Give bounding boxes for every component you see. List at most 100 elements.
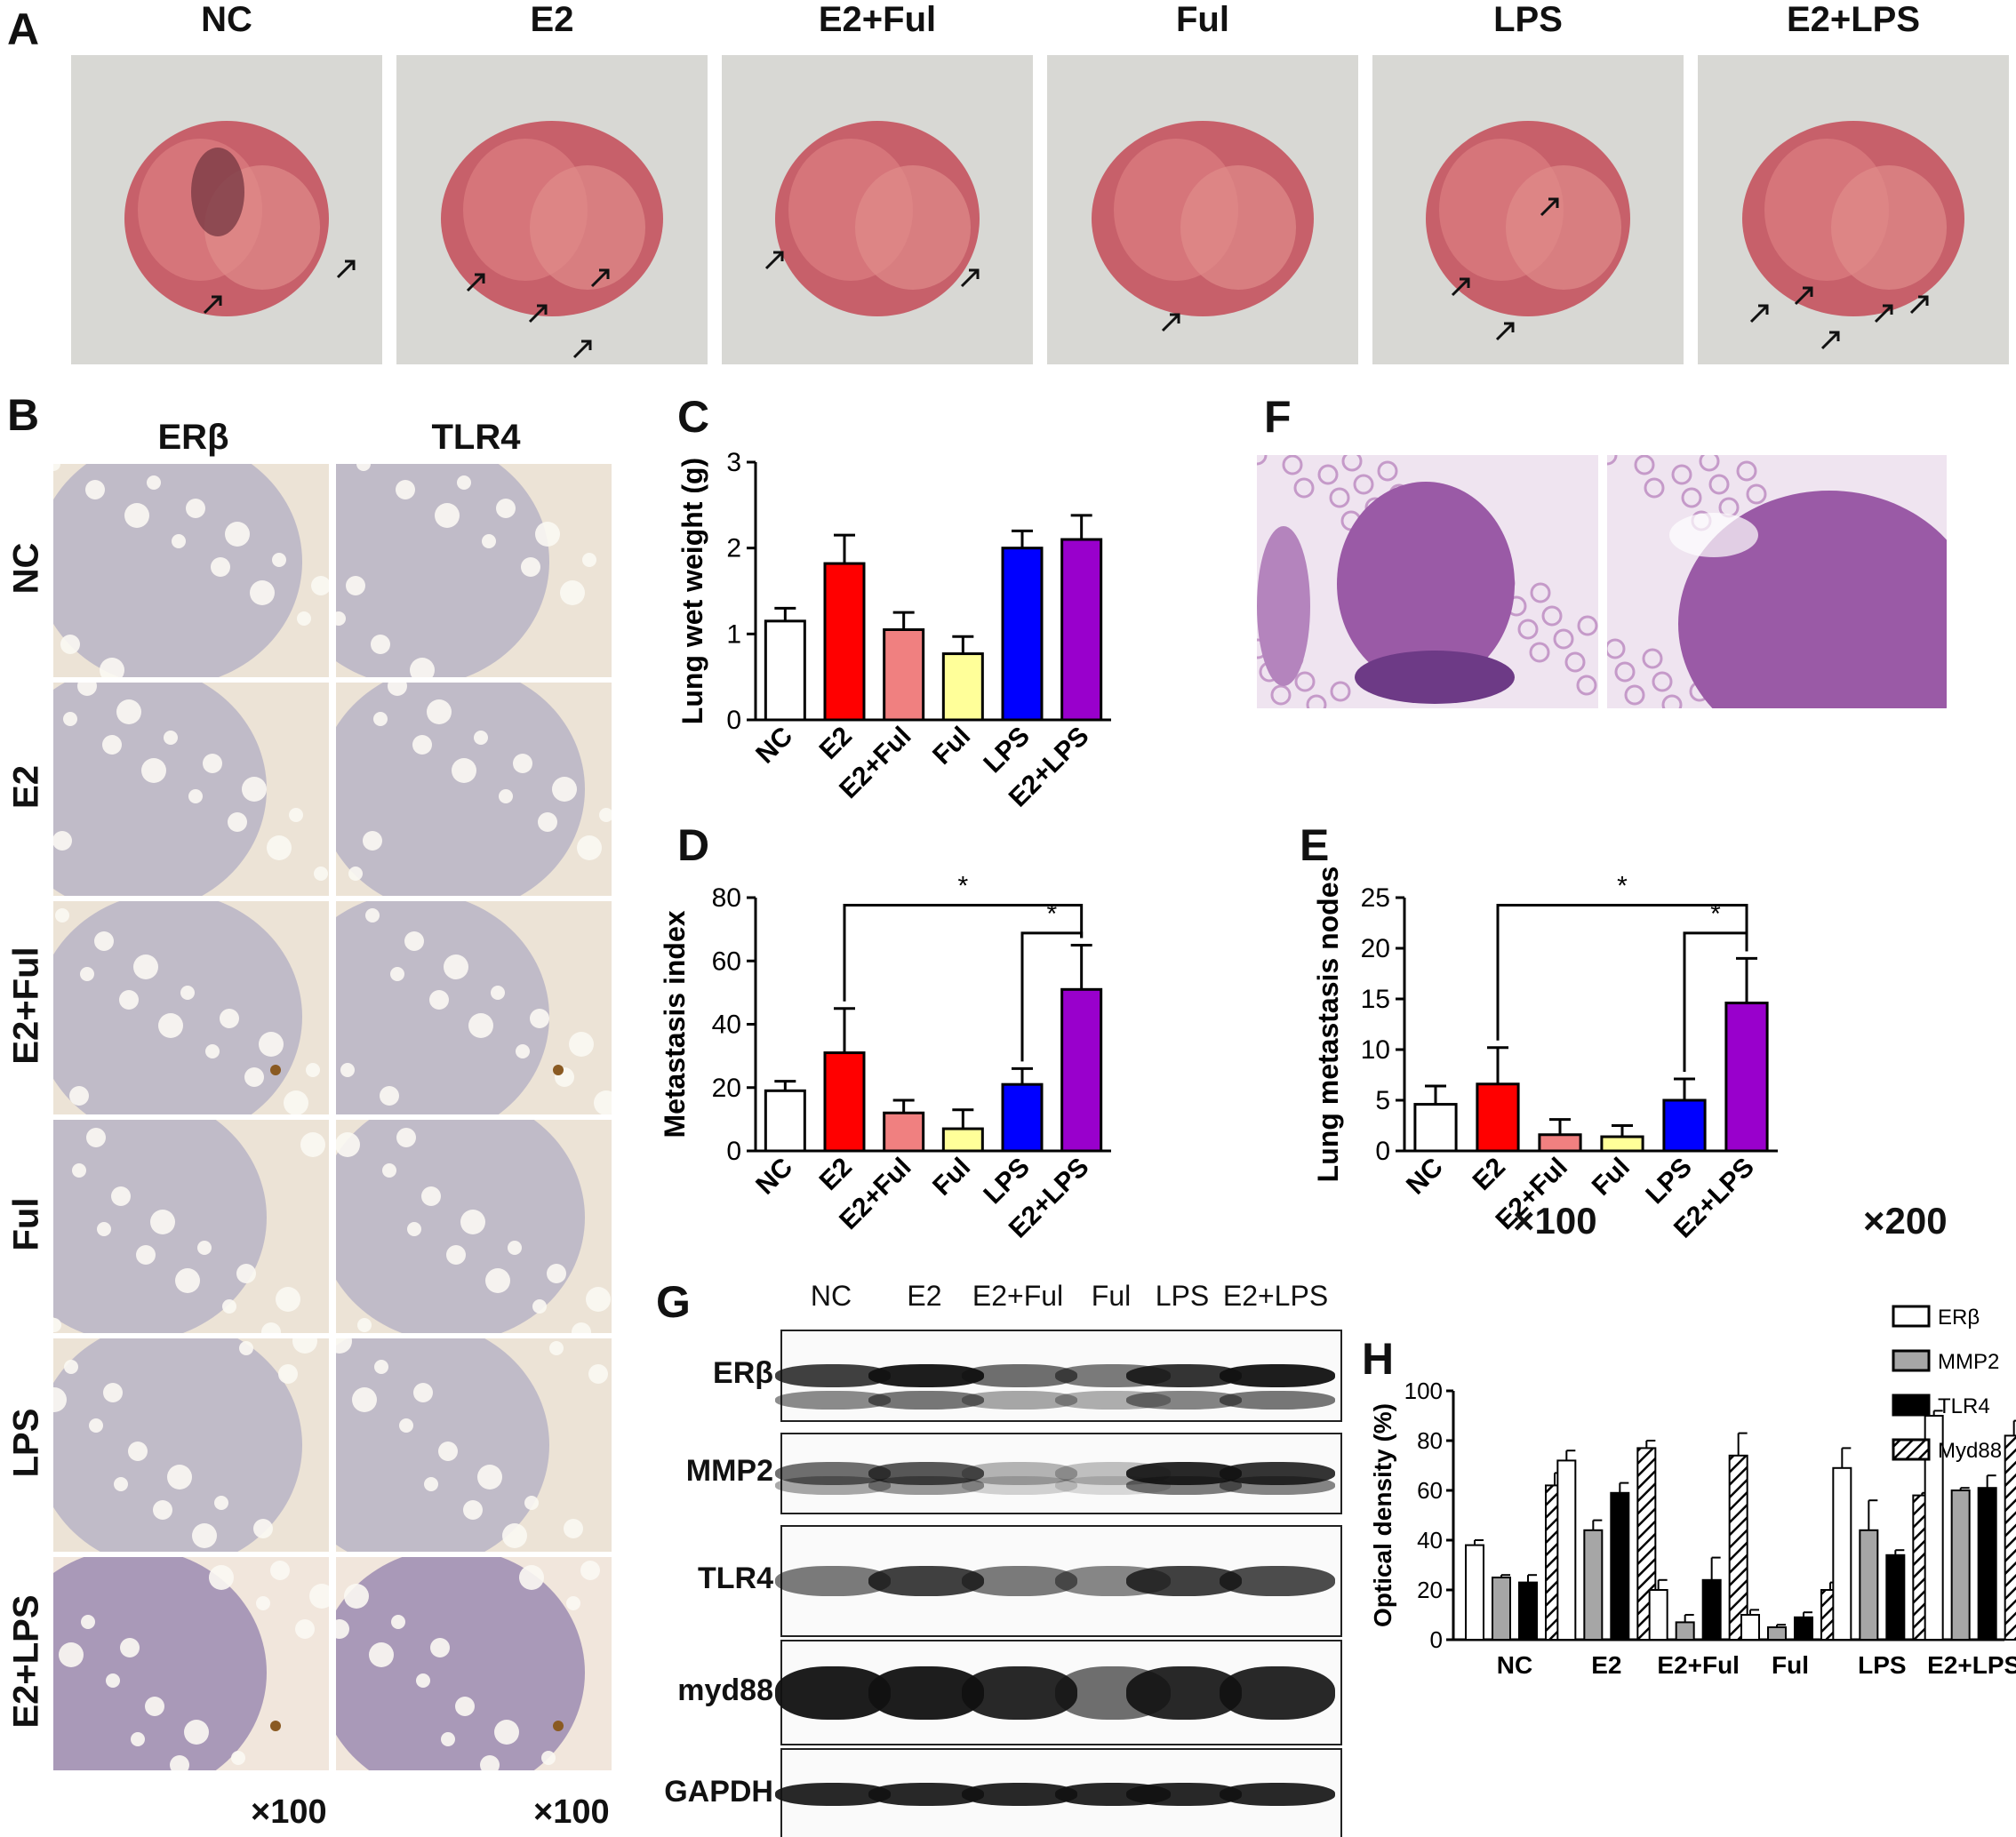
y-tick-label: 40 — [712, 1010, 741, 1040]
bar-E2+Ful — [883, 1111, 925, 1153]
bar-E2+Ful — [1538, 1133, 1582, 1153]
x-tick-label: NC — [1401, 1153, 1449, 1201]
x-tick-label: NC — [750, 1153, 798, 1201]
bar-Ful — [1600, 1135, 1644, 1153]
x-tick-label: NC — [750, 722, 798, 770]
x-tick-label: E2 — [814, 1153, 858, 1196]
bar-E2+LPS — [1060, 987, 1103, 1153]
y-tick-label: 3 — [726, 448, 741, 477]
bar-E2+LPS — [1060, 538, 1103, 722]
panel-f-he-left — [1257, 455, 1598, 708]
panel-f-he-right — [1607, 455, 1947, 708]
bar-MMP2-NC — [1492, 1577, 1511, 1641]
panel-g-blot-4 — [775, 1640, 1342, 1745]
panel-d-letter: D — [677, 820, 710, 870]
bar-MMP2-LPS — [1859, 1529, 1879, 1641]
y-axis-label: Optical density (%) — [1369, 1403, 1396, 1627]
bar-NC — [1413, 1103, 1458, 1153]
bar-TLR4-E2+LPS — [1977, 1487, 1997, 1641]
y-tick-label: 2 — [726, 534, 741, 563]
panel-b-ihc-erb-5 — [53, 1338, 329, 1552]
y-tick-label: 0 — [726, 706, 741, 735]
legend-label: MMP2 — [1938, 1350, 1999, 1374]
panel-b-ihc-tlr4-1 — [336, 464, 612, 677]
panel-a-label-1: NC — [201, 0, 252, 39]
legend-label: ERβ — [1938, 1306, 1980, 1330]
x-tick-label: E2+Ful — [1657, 1651, 1740, 1679]
x-tick-label: Ful — [927, 722, 976, 771]
panel-a-letter: A — [7, 4, 40, 54]
panel-g-band — [1220, 1665, 1335, 1720]
x-tick-label: Ful — [1772, 1651, 1809, 1679]
panel-a-photo-2 — [396, 55, 708, 364]
panel-b-letter: B — [7, 390, 40, 440]
significance-star: * — [1710, 899, 1721, 929]
y-tick-label: 20 — [1417, 1577, 1443, 1603]
y-tick-label: 100 — [1404, 1378, 1443, 1404]
panel-g-band — [962, 1476, 1077, 1495]
panel-f-magnification-right: ×200 — [1863, 1200, 1948, 1242]
panel-g-band — [1126, 1476, 1242, 1495]
panel-a-photo-4 — [1047, 55, 1358, 364]
bar-TLR4-Ful — [1794, 1616, 1813, 1641]
x-tick-label: E2 — [1591, 1651, 1621, 1679]
x-tick-label: E2+LPS — [1927, 1651, 2016, 1679]
bar-ERβ-Ful — [1740, 1614, 1760, 1641]
panel-a-photo-3 — [722, 55, 1033, 364]
y-tick-label: 10 — [1361, 1035, 1390, 1065]
y-tick-label: 80 — [1417, 1427, 1443, 1454]
bar-Ful — [941, 1127, 984, 1153]
significance-bracket-lps — [1683, 931, 1748, 1073]
y-tick-label: 5 — [1375, 1086, 1390, 1115]
panel-b-ihc-tlr4-4 — [336, 1120, 612, 1333]
panel-g-band — [1126, 1391, 1242, 1410]
panel-g-band — [868, 1462, 984, 1485]
panel-b-ihc-tlr4-5 — [336, 1338, 612, 1552]
y-tick-label: 0 — [1375, 1137, 1390, 1166]
panel-g-label-4: myd88 — [677, 1673, 773, 1707]
panel-e-letter: E — [1300, 820, 1330, 870]
panel-g-label-3: TLR4 — [698, 1561, 773, 1595]
panel-g-band — [962, 1462, 1077, 1485]
y-tick-label: 60 — [712, 946, 741, 976]
panel-b-ihc-erb-1 — [53, 464, 329, 677]
bar-NC — [764, 1089, 806, 1153]
y-tick-label: 20 — [712, 1074, 741, 1103]
panel-b-ihc-erb-4 — [53, 1120, 329, 1333]
panel-g-label-1: ERβ — [713, 1356, 773, 1390]
x-tick-label: Ful — [927, 1153, 976, 1202]
panel-b-magnification-right: ×100 — [533, 1793, 610, 1831]
panel-a-photo-1 — [71, 55, 382, 364]
panel-b-ihc-tlr4-2 — [336, 683, 612, 896]
legend-swatch-ERβ — [1892, 1305, 1931, 1328]
panel-b-col-tlr4: TLR4 — [431, 418, 521, 457]
panel-g-lane-4: Ful — [1091, 1280, 1132, 1312]
y-tick-label: 25 — [1361, 883, 1390, 913]
significance-star: * — [1046, 899, 1057, 929]
legend-label: TLR4 — [1938, 1394, 1990, 1418]
bar-LPS — [1662, 1098, 1707, 1153]
bar-ERβ-NC — [1465, 1544, 1484, 1641]
y-axis-label: Metastasis index — [659, 910, 691, 1138]
legend-swatch-TLR4 — [1892, 1394, 1931, 1417]
x-tick-label: LPS — [1858, 1651, 1906, 1679]
bar-E2 — [823, 562, 866, 722]
panel-b-col-erb: ERβ — [157, 418, 229, 457]
panel-g-band — [1220, 1364, 1335, 1387]
bar-Myd88-E2+Ful — [1728, 1454, 1748, 1641]
panel-a-label-6: E2+LPS — [1786, 0, 1921, 39]
x-tick-label: LPS — [1640, 1153, 1698, 1210]
panel-g-label-2: MMP2 — [685, 1454, 773, 1488]
x-tick-label: E2 — [1468, 1153, 1511, 1196]
panel-g-band — [1220, 1566, 1335, 1596]
panel-c-letter: C — [677, 392, 710, 442]
x-tick-label: E2 — [814, 722, 858, 765]
panel-a-photo-6 — [1698, 55, 2009, 364]
panel-g-lane-6: E2+LPS — [1222, 1280, 1329, 1312]
panel-a-label-3: E2+Ful — [818, 0, 937, 39]
panel-b-ihc-tlr4-6 — [336, 1557, 612, 1770]
panel-g-band — [868, 1391, 984, 1410]
legend-swatch-Myd88 — [1892, 1438, 1931, 1461]
